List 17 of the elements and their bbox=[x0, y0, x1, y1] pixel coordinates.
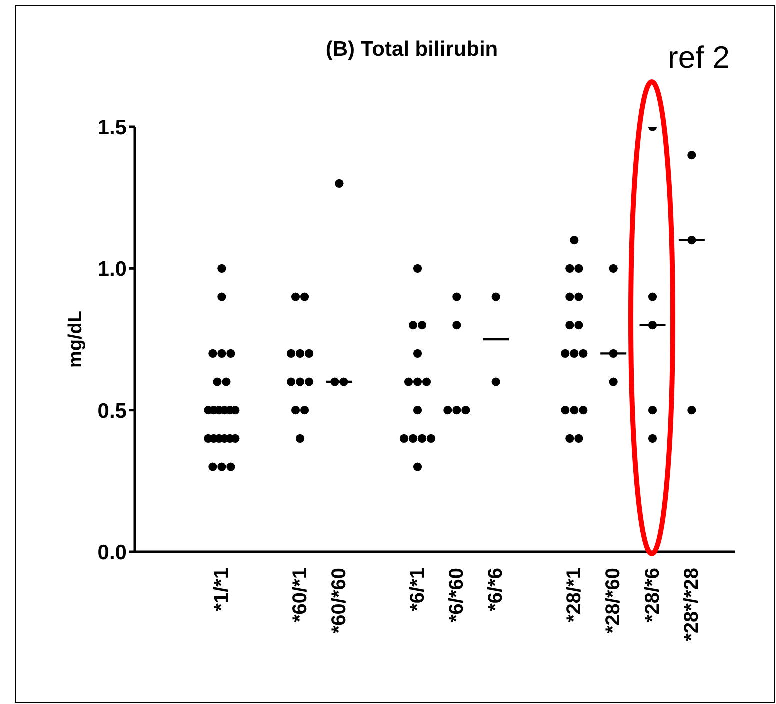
y-tick-label: 1.0 bbox=[98, 258, 127, 282]
y-tick-label: 0.0 bbox=[98, 541, 127, 564]
x-tick-label: *28/*6 bbox=[642, 568, 664, 622]
text: ref 2 bbox=[668, 40, 730, 76]
x-tick-label: *1/*1 bbox=[210, 568, 233, 612]
x-tick-label: *6/*1 bbox=[406, 568, 429, 612]
x-tick-label: *60/*1 bbox=[289, 568, 312, 622]
x-tick-label: *6/*60 bbox=[446, 568, 468, 622]
x-tick-label: *28/*1 bbox=[563, 568, 586, 622]
y-tick-label: 1.5 bbox=[98, 116, 128, 140]
x-tick-label: *28/*60 bbox=[602, 568, 625, 634]
chart-title: (B) Total bilirubin bbox=[324, 38, 500, 62]
y-axis-title: mg/dL bbox=[66, 310, 87, 368]
x-tick-label: *60/*60 bbox=[328, 568, 350, 634]
x-tick-label: *6/*6 bbox=[485, 568, 508, 612]
y-tick-label: 0.5 bbox=[98, 400, 128, 423]
x-tick-label: *28*/*28 bbox=[680, 568, 703, 642]
